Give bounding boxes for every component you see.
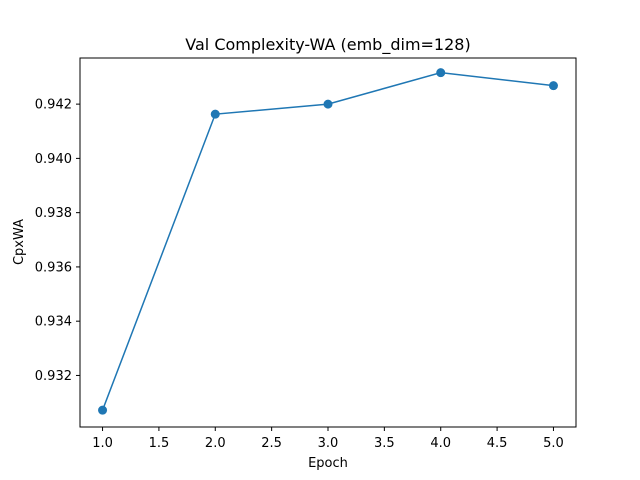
cpxwa-series-line bbox=[101, 71, 554, 411]
y-tick-label: 0.934 bbox=[35, 315, 72, 330]
y-tick-label: 0.938 bbox=[35, 206, 72, 221]
x-tick-label: 4.5 bbox=[487, 436, 508, 451]
data-point bbox=[210, 109, 220, 119]
x-tick-label: 1.0 bbox=[92, 436, 113, 451]
x-tick-label: 3.5 bbox=[374, 436, 395, 451]
x-tick-label: 4.0 bbox=[430, 436, 451, 451]
data-point bbox=[548, 81, 558, 91]
data-point bbox=[436, 68, 446, 78]
y-axis-label: CpxWA bbox=[12, 219, 27, 265]
y-tick-label: 0.940 bbox=[35, 152, 72, 167]
data-point bbox=[323, 99, 333, 109]
x-tick-label: 5.0 bbox=[543, 436, 564, 451]
x-axis-label: Epoch bbox=[308, 456, 348, 471]
y-tick-label: 0.932 bbox=[35, 369, 72, 384]
cpxwa-series-points bbox=[98, 68, 558, 415]
x-tick-label: 1.5 bbox=[149, 436, 170, 451]
x-tick-label: 2.0 bbox=[205, 436, 226, 451]
x-axis-ticks: 1.0 1.5 2.0 2.5 3.0 3.5 4.0 4.5 5.0 bbox=[92, 427, 564, 451]
chart-title: Val Complexity-WA (emb_dim=128) bbox=[185, 35, 470, 55]
y-tick-label: 0.936 bbox=[35, 260, 72, 275]
data-point bbox=[98, 405, 108, 415]
y-axis-ticks: 0.932 0.934 0.936 0.938 0.940 0.942 bbox=[35, 98, 80, 384]
x-tick-label: 3.0 bbox=[318, 436, 339, 451]
x-tick-label: 2.5 bbox=[261, 436, 282, 451]
plot-area-frame bbox=[79, 57, 577, 428]
y-tick-label: 0.942 bbox=[35, 98, 72, 113]
